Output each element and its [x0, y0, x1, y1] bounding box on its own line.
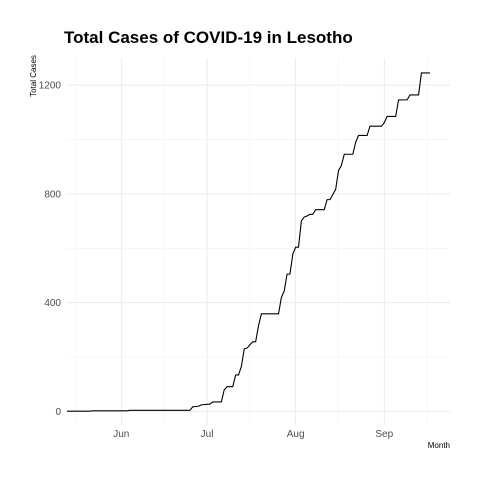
- x-tick-label-2: Aug: [287, 429, 305, 440]
- x-axis-title: Month: [428, 441, 450, 450]
- x-tick-label-3: Sep: [375, 429, 393, 440]
- y-tick-label-3: 1200: [39, 81, 62, 92]
- y-tick-label-1: 400: [44, 298, 61, 309]
- chart-title: Total Cases of COVID-19 in Lesotho: [64, 28, 353, 47]
- y-tick-labels: 0 400 800 1200: [39, 81, 62, 418]
- x-tick-label-1: Jul: [201, 429, 214, 440]
- y-axis-title: Total Cases: [29, 55, 38, 97]
- minor-gridlines: [67, 58, 450, 425]
- series-layer: [67, 72, 430, 412]
- series-line-0: [67, 72, 430, 412]
- x-tick-label-0: Jun: [113, 429, 129, 440]
- y-tick-label-0: 0: [55, 407, 61, 418]
- major-gridlines: [67, 58, 450, 425]
- x-tick-labels: Jun Jul Aug Sep: [113, 429, 393, 440]
- y-tick-label-2: 800: [44, 189, 61, 200]
